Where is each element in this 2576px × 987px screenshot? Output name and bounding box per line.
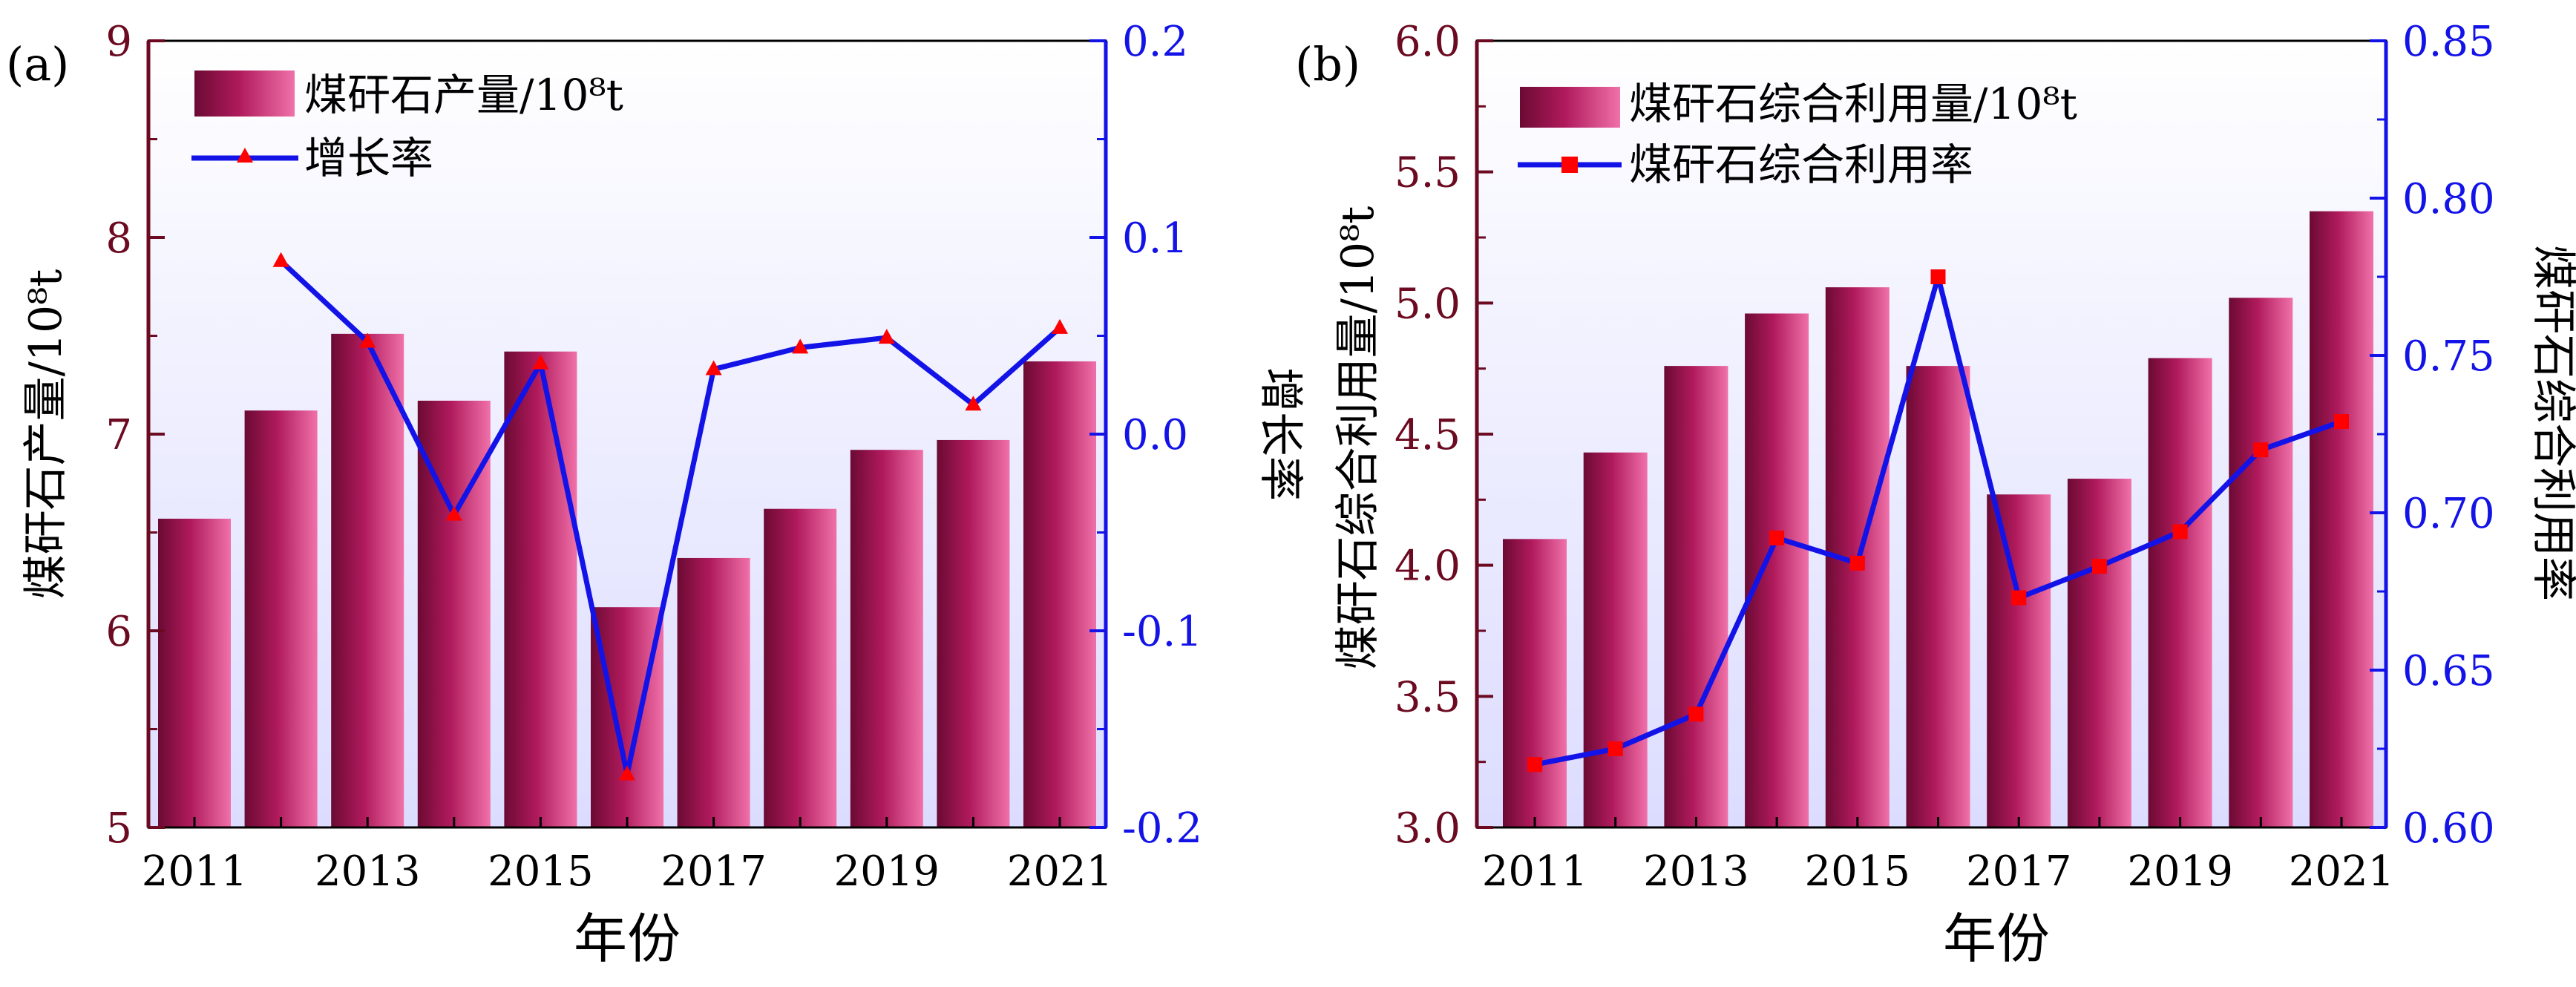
panel-a-line-point-2014 [445,505,462,521]
panel-a-xtick-label: 2019 [834,847,940,896]
panel-b-xtick-label: 2021 [2289,847,2395,896]
panel-a-bar-2017 [677,557,750,827]
panel-b-legend-line-marker [1561,157,1578,173]
panel-b-bar-2018 [2067,479,2131,827]
panel-b-bar-2020 [2229,298,2293,827]
panel-b-line-point-2019 [2172,524,2188,540]
panel-a-xtick-label: 2017 [661,847,767,896]
panel-a-bar-2016 [591,607,663,827]
panel-b-bar-2012 [1583,452,1648,827]
panel-a-y2tick-label: 0.0 [1122,411,1188,459]
panel-b-y2tick-label: 0.85 [2402,18,2495,66]
panel-a-xtick-label: 2011 [142,847,248,896]
panel-b-line-point-2017 [2011,590,2027,606]
panel-b-xtick-label: 2011 [1482,847,1588,896]
panel-a-y2tick-label: -0.2 [1122,804,1202,853]
panel-a-y-axis-title: 煤矸石产量/10⁸t [20,269,72,600]
panel-b-line-point-2020 [2253,442,2269,458]
panel-a-line-point-2015 [532,354,549,370]
panel-a: (a) 5 6 7 8 9 -0.2 -0.1 0.0 0.1 0.2 2011 2013 2015… [6,18,1306,970]
panel-a-legend-bar-swatch [194,70,295,117]
panel-b-label: (b) [1295,37,1360,91]
panel-a-bar-2012 [244,410,318,827]
panel-a-line-series [279,259,1062,777]
panel-b-y2tick-label: 0.60 [2402,804,2495,853]
panel-a-line-point-2020 [965,396,982,411]
panel-b-xtick-label: 2013 [1643,847,1749,896]
panel-b-bar-2013 [1664,366,1728,828]
panel-a-y2tick-label: 0.2 [1122,18,1188,66]
panel-b-legend: 煤矸石综合利用量/10⁸t 煤矸石综合利用率 [1518,79,2077,190]
panel-b-ytick-label: 3.5 [1394,673,1461,721]
panel-b-line-point-2013 [1688,706,1704,722]
panel-b-ytick-label: 3.0 [1394,804,1461,853]
panel-a-y2tick-label: 0.1 [1122,214,1188,263]
panel-b-legend-bar-swatch [1520,87,1620,128]
panel-a-x-axis-title: 年份 [574,908,681,970]
panel-a-legend-line-label: 增长率 [304,133,433,183]
panel-b-y2tick-label: 0.65 [2402,647,2495,695]
panel-a-ytick-label: 6 [105,608,132,656]
panel-b-xtick-label: 2017 [1966,847,2072,896]
panel-b-bar-2011 [1503,539,1567,827]
panel-b-ytick-label: 6.0 [1394,18,1461,66]
panel-b-y2tick-label: 0.80 [2402,175,2495,223]
panel-b-line-point-2015 [1849,555,1865,571]
panel-a-line-point-2018 [792,338,809,354]
panel-a-line-point-2019 [878,329,895,344]
panel-a-y2-axis-title: 增长率 [1254,367,1306,501]
panel-b-line-point-2016 [1930,269,1946,284]
panel-a-legend-bar-label: 煤矸石产量/10⁸t [304,70,623,120]
panel-a-xtick-label: 2013 [315,847,421,896]
panel-b-xtick-label: 2015 [1805,847,1911,896]
panel-a-legend-line-marker [237,148,253,163]
panel-b-bar-2019 [2148,358,2212,827]
panel-a-ytick-label: 8 [105,214,132,263]
panel-a-bar-2013 [331,333,404,828]
panel-b-bar-2014 [1745,313,1809,827]
panel-b-x-axis-title: 年份 [1943,908,2050,970]
panel-a-xtick-label: 2021 [1007,847,1113,896]
panel-a-line-point-2013 [359,332,376,348]
panel-a-bar-2019 [850,450,923,827]
panel-b-y2tick-label: 0.75 [2402,332,2495,381]
panel-b-ytick-label: 4.5 [1394,411,1461,459]
panel-a-bar-2021 [1023,361,1096,827]
panel-b-legend-bar-label: 煤矸石综合利用量/10⁸t [1629,79,2077,129]
panel-a-ytick-label: 9 [105,18,132,66]
panel-b-ytick-label: 5.0 [1394,280,1461,328]
panel-a-line-point-2021 [1052,318,1068,334]
panel-a-bar-2015 [504,351,577,827]
panel-b: (b) 3.0 3.5 4.0 4.5 5.0 5.5 6.0 0.60 0.65 0.70 0.… [1295,18,2576,970]
panel-a-bar-2011 [158,518,231,827]
panel-b-y2-axis-title: 煤矸石综合利用率 [2527,245,2576,601]
panel-a-label: (a) [6,37,69,91]
panel-b-line-point-2018 [2091,559,2107,574]
panel-a-ytick-label: 7 [105,411,132,459]
panel-a-bar-2018 [764,508,837,827]
panel-a-line-point-2016 [619,765,635,781]
panel-b-line-point-2011 [1527,757,1542,773]
panel-a-xtick-label: 2015 [488,847,594,896]
panel-b-legend-line-label: 煤矸石综合利用率 [1629,140,1973,190]
panel-a-ytick-label: 5 [105,804,132,853]
panel-a-legend: 煤矸石产量/10⁸t 增长率 [191,70,623,183]
panel-b-y-axis-title: 煤矸石综合利用量/10⁸t [1332,206,1384,670]
panel-b-ytick-label: 4.0 [1394,542,1461,591]
panel-b-bar-2017 [1987,494,2051,827]
panel-b-bar-2016 [1906,366,1970,828]
panel-b-line-point-2012 [1607,741,1623,756]
panel-a-line-point-2012 [272,252,289,267]
panel-b-ytick-label: 5.5 [1394,149,1461,197]
panel-b-y2tick-label: 0.70 [2402,490,2495,538]
panel-a-bar-2020 [937,439,1010,827]
panel-a-line-point-2017 [705,360,722,376]
panel-b-xtick-label: 2019 [2127,847,2233,896]
panel-b-bar-2021 [2310,211,2373,828]
panel-b-line-point-2021 [2334,414,2349,430]
panel-b-line-point-2014 [1769,530,1785,545]
panel-a-y2tick-label: -0.1 [1122,608,1202,656]
